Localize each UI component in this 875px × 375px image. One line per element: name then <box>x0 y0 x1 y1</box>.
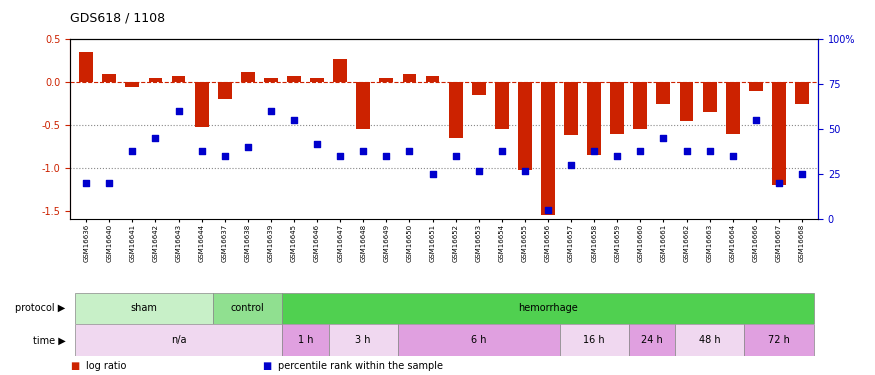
Point <box>149 135 163 141</box>
Bar <box>241 72 255 82</box>
Text: sham: sham <box>130 303 158 313</box>
Text: 16 h: 16 h <box>584 335 605 345</box>
Text: ■: ■ <box>70 361 80 370</box>
Point <box>194 148 208 154</box>
Bar <box>449 82 463 138</box>
Point <box>172 108 186 114</box>
Point <box>449 153 463 159</box>
Text: 1 h: 1 h <box>298 335 313 345</box>
Text: 24 h: 24 h <box>641 335 662 345</box>
Bar <box>402 74 416 82</box>
Point <box>241 144 255 150</box>
Bar <box>680 82 694 121</box>
Text: GDS618 / 1108: GDS618 / 1108 <box>70 11 165 24</box>
Bar <box>333 59 347 82</box>
Point <box>310 141 324 147</box>
Bar <box>749 82 763 91</box>
Bar <box>559 324 629 356</box>
Point <box>218 153 232 159</box>
Point <box>125 148 139 154</box>
Bar <box>149 78 163 82</box>
Text: control: control <box>231 303 264 313</box>
Bar <box>564 82 578 135</box>
Bar <box>398 324 559 356</box>
Point <box>680 148 694 154</box>
Text: ■: ■ <box>262 361 272 370</box>
Bar <box>634 82 648 129</box>
Bar <box>125 82 139 87</box>
Bar <box>611 82 624 134</box>
Point <box>425 171 439 177</box>
Bar <box>283 324 329 356</box>
Bar <box>74 292 213 324</box>
Point <box>587 148 601 154</box>
Text: 48 h: 48 h <box>699 335 720 345</box>
Text: 72 h: 72 h <box>768 335 790 345</box>
Point <box>749 117 763 123</box>
Bar <box>380 78 393 82</box>
Bar <box>703 82 717 112</box>
Bar <box>356 82 370 129</box>
Bar <box>283 292 814 324</box>
Bar <box>214 292 283 324</box>
Bar <box>472 82 486 95</box>
Point <box>703 148 717 154</box>
Bar <box>102 74 116 82</box>
Point <box>472 168 486 174</box>
Bar <box>218 82 232 99</box>
Point <box>356 148 370 154</box>
Point <box>494 148 508 154</box>
Bar <box>725 82 739 134</box>
Point <box>772 180 786 186</box>
Text: log ratio: log ratio <box>86 361 126 370</box>
Point <box>795 171 809 177</box>
Bar <box>329 324 398 356</box>
Bar <box>310 78 324 82</box>
Point <box>564 162 578 168</box>
Bar <box>264 78 278 82</box>
Bar <box>541 82 555 215</box>
Point <box>333 153 347 159</box>
Bar <box>675 324 745 356</box>
Text: protocol ▶: protocol ▶ <box>16 303 66 313</box>
Point <box>102 180 116 186</box>
Text: 3 h: 3 h <box>355 335 371 345</box>
Bar <box>587 82 601 155</box>
Text: percentile rank within the sample: percentile rank within the sample <box>278 361 444 370</box>
Point <box>541 207 555 213</box>
Text: 6 h: 6 h <box>471 335 487 345</box>
Bar <box>795 82 808 104</box>
Bar <box>74 324 283 356</box>
Point <box>518 168 532 174</box>
Point <box>79 180 93 186</box>
Bar <box>80 52 93 82</box>
Bar <box>287 76 301 82</box>
Bar <box>425 76 439 82</box>
Bar <box>495 82 508 129</box>
Bar <box>194 82 208 127</box>
Text: hemorrhage: hemorrhage <box>518 303 578 313</box>
Point <box>725 153 739 159</box>
Text: n/a: n/a <box>171 335 186 345</box>
Bar <box>745 324 814 356</box>
Bar <box>629 324 675 356</box>
Point <box>656 135 670 141</box>
Point <box>402 148 416 154</box>
Point <box>287 117 301 123</box>
Bar <box>772 82 786 185</box>
Bar <box>656 82 670 104</box>
Point <box>380 153 394 159</box>
Bar <box>172 76 186 82</box>
Text: time ▶: time ▶ <box>33 335 66 345</box>
Bar <box>518 82 532 170</box>
Point <box>634 148 648 154</box>
Point <box>264 108 278 114</box>
Point <box>610 153 624 159</box>
